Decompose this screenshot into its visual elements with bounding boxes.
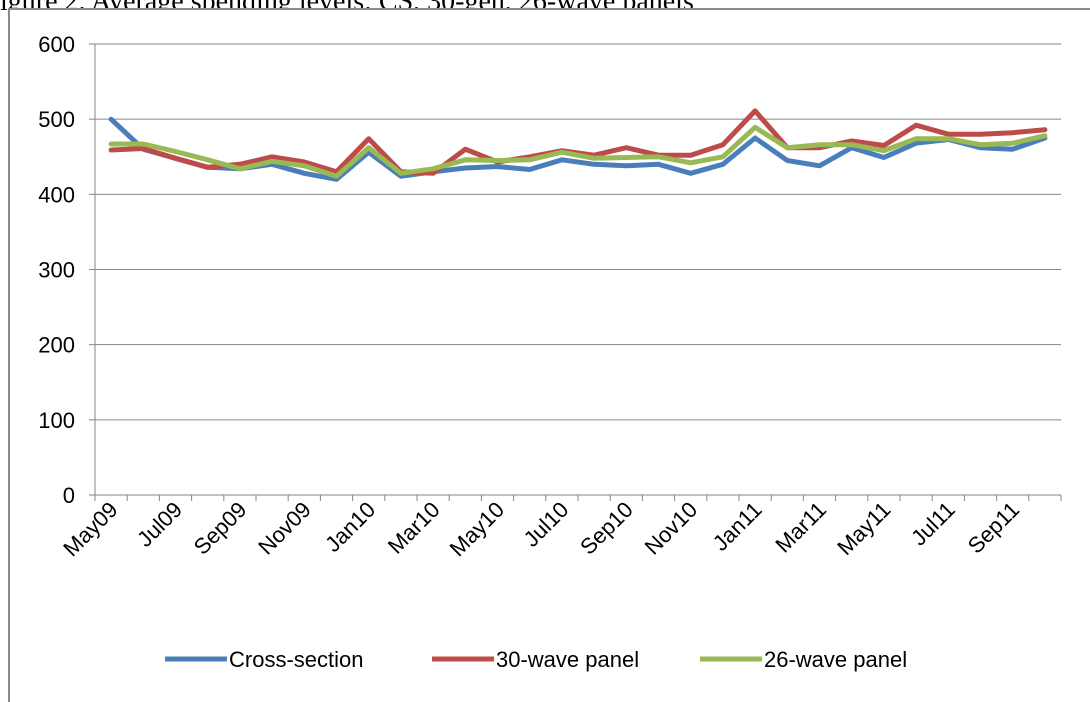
- chart-frame: [8, 8, 1090, 702]
- x-tick-label: Mar10: [383, 497, 445, 559]
- x-tick-label: May10: [445, 497, 509, 561]
- y-tick-label: 500: [38, 107, 75, 132]
- y-tick-label: 0: [63, 483, 75, 508]
- legend-label: 26-wave panel: [764, 647, 907, 672]
- x-tick-label: Mar11: [770, 497, 831, 558]
- y-tick-label: 600: [38, 32, 75, 57]
- x-tick-label: Jan10: [320, 497, 380, 557]
- y-tick-label: 200: [38, 333, 75, 358]
- y-tick-label: 400: [38, 182, 75, 207]
- x-tick-label: Jan11: [708, 497, 767, 556]
- x-tick-label: Nov10: [640, 497, 703, 560]
- x-tick-label: Jul10: [519, 497, 574, 552]
- legend-label: 30-wave panel: [496, 647, 639, 672]
- x-tick-label: Jul11: [906, 497, 960, 551]
- x-tick-label: Sep11: [963, 497, 1025, 559]
- x-tick-label: Jul09: [132, 497, 187, 552]
- x-tick-label: Nov09: [253, 497, 316, 560]
- y-tick-label: 300: [38, 258, 75, 283]
- x-tick-label: May11: [832, 497, 895, 560]
- series-line: [108, 116, 1048, 182]
- y-tick-label: 100: [38, 408, 75, 433]
- x-tick-label: Sep10: [575, 497, 638, 560]
- legend-label: Cross-section: [229, 647, 363, 672]
- x-tick-label: Sep09: [189, 497, 252, 560]
- series-line: [108, 124, 1048, 179]
